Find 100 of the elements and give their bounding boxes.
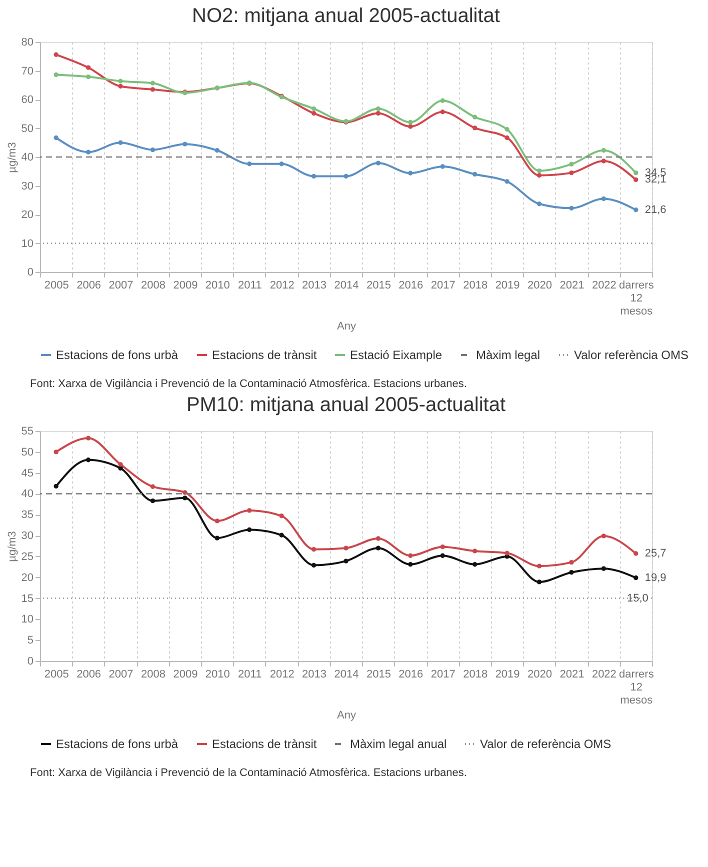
point: [634, 551, 638, 556]
x-tick-label: 2019: [495, 668, 520, 680]
point: [118, 466, 123, 471]
point: [536, 168, 542, 174]
point: [214, 518, 220, 524]
point: [634, 177, 638, 182]
x-tick-label: 2009: [173, 280, 198, 292]
point: [182, 142, 188, 146]
annotation: 15,0: [627, 592, 648, 604]
legend-label: Màxim legal anual: [350, 737, 447, 751]
point: [569, 162, 574, 167]
point: [54, 135, 58, 140]
text: Font: Xarxa de Vigilància i Prevenció de la Contaminació Atmosfèrica. Estacions urbanes.: [30, 767, 467, 779]
point: [601, 196, 606, 202]
y-tick-label: 10: [21, 238, 34, 250]
point: [440, 110, 445, 114]
point: [440, 164, 445, 169]
y-axis-title: µg/m3: [6, 531, 18, 562]
point: [376, 110, 381, 116]
point: [150, 498, 156, 504]
point: [118, 84, 123, 89]
point: [376, 536, 381, 541]
x-axis-title: Any: [337, 710, 356, 722]
x-tick-label: 2022: [592, 668, 616, 680]
point: [408, 553, 413, 558]
legend-label: Valor referència OMS: [574, 348, 688, 362]
y-tick-label: 20: [21, 572, 34, 584]
point: [601, 534, 606, 538]
x-tick-label: 2009: [173, 668, 198, 680]
x-tick-label: 2014: [334, 280, 359, 292]
point: [118, 462, 123, 467]
point: [536, 173, 542, 178]
data-label: 21,6: [644, 204, 666, 216]
x-tick-label: 2018: [463, 280, 488, 292]
point: [504, 550, 510, 556]
legend-label: Valor de referència OMS: [480, 737, 612, 751]
x-tick-label: 2011: [238, 280, 262, 292]
point: [86, 74, 91, 80]
x-tick-label: darrers 12 mesos: [618, 668, 654, 706]
data-label: 25,7: [644, 548, 666, 560]
y-tick-label: 55: [21, 426, 34, 438]
y-tick-label: 40: [21, 488, 34, 500]
y-tick-label: 40: [21, 152, 34, 164]
point: [86, 458, 91, 462]
point: [311, 174, 316, 179]
data-label: 19,9: [644, 572, 666, 584]
point: [150, 147, 156, 152]
legend-label: Estacions de fons urbà: [56, 737, 178, 751]
x-tick-label: 2016: [398, 668, 424, 680]
point: [247, 527, 252, 532]
y-tick-label: 0: [27, 656, 34, 668]
chart-title: NO2: mitjana anual 2005-actualitat: [192, 5, 500, 27]
point: [376, 546, 381, 550]
x-tick-label: 2016: [398, 280, 424, 292]
x-tick-label: 2005: [44, 668, 69, 680]
x-tick-label: 2010: [205, 280, 230, 292]
x-tick-label: 2014: [334, 668, 359, 680]
x-tick-label: 2006: [76, 668, 102, 680]
point: [504, 179, 510, 184]
y-tick-label: 5: [27, 634, 34, 647]
point: [86, 436, 91, 440]
point: [569, 570, 574, 575]
point: [472, 548, 478, 554]
x-tick-label: 2006: [76, 280, 102, 292]
legend-label: Estació Eixample: [350, 348, 442, 362]
text: Font: Xarxa de Vigilància i Prevenció de la Contaminació Atmosfèrica. Estacions urbanes.: [30, 378, 467, 390]
x-tick-label: 2017: [430, 668, 456, 680]
point: [279, 514, 284, 518]
y-tick-label: 35: [21, 509, 34, 522]
x-tick-label: 2013: [302, 668, 327, 680]
legend-label: Estacions de trànsit: [212, 348, 318, 362]
x-tick-label: 2018: [463, 668, 488, 680]
point: [311, 110, 316, 116]
x-tick-label: 2020: [528, 668, 552, 680]
point: [214, 148, 220, 153]
point: [569, 170, 574, 176]
point: [472, 172, 478, 177]
point: [311, 547, 316, 552]
x-tick-label: 2019: [495, 280, 520, 292]
point: [279, 162, 284, 166]
y-tick-label: 20: [21, 209, 34, 221]
x-tick-label: 2008: [140, 668, 166, 680]
point: [150, 484, 156, 489]
y-tick-label: 0: [27, 266, 34, 278]
point: [601, 148, 606, 153]
point: [182, 496, 188, 500]
x-tick-label: 2013: [302, 280, 327, 292]
point: [311, 562, 316, 568]
point: [601, 566, 606, 571]
point: [408, 170, 413, 176]
x-tick-label: 2022: [592, 280, 616, 292]
y-tick-label: 70: [21, 65, 34, 78]
point: [504, 135, 510, 140]
x-tick-label: darrers 12 mesos: [618, 280, 654, 318]
x-tick-label: 2005: [44, 280, 69, 292]
x-tick-label: 2012: [270, 280, 294, 292]
point: [54, 52, 58, 57]
y-tick-label: 50: [21, 122, 34, 135]
y-axis-title: µg/m3: [6, 142, 18, 173]
x-tick-label: 2012: [270, 668, 294, 680]
